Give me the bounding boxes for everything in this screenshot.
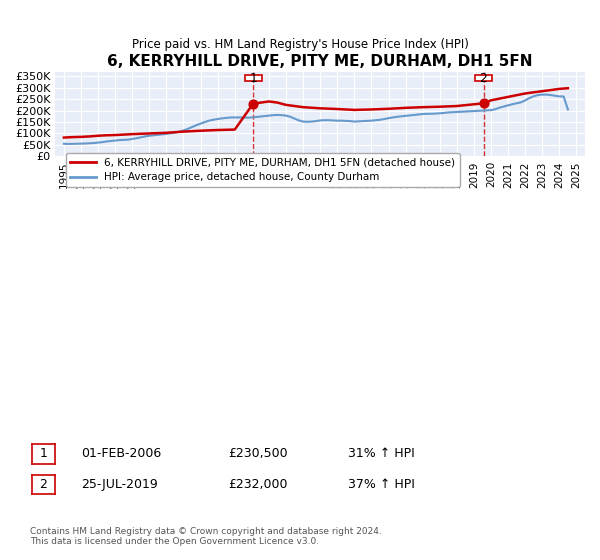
Legend: 6, KERRYHILL DRIVE, PITY ME, DURHAM, DH1 5FN (detached house), HPI: Average pric: 6, KERRYHILL DRIVE, PITY ME, DURHAM, DH1… (66, 153, 460, 186)
Text: Price paid vs. HM Land Registry's House Price Index (HPI): Price paid vs. HM Land Registry's House … (131, 38, 469, 50)
Text: 01-FEB-2006: 01-FEB-2006 (81, 447, 161, 460)
FancyBboxPatch shape (475, 75, 492, 81)
Point (479, 99, 488, 108)
Title: 6, KERRYHILL DRIVE, PITY ME, DURHAM, DH1 5FN: 6, KERRYHILL DRIVE, PITY ME, DURHAM, DH1… (107, 54, 533, 69)
Text: 31% ↑ HPI: 31% ↑ HPI (348, 447, 415, 460)
Text: 2: 2 (39, 478, 47, 491)
FancyBboxPatch shape (245, 75, 262, 81)
Text: £232,000: £232,000 (228, 478, 287, 491)
Text: 1: 1 (249, 72, 257, 85)
Text: £230,500: £230,500 (228, 447, 287, 460)
Text: 25-JUL-2019: 25-JUL-2019 (81, 478, 158, 491)
Text: Contains HM Land Registry data © Crown copyright and database right 2024.
This d: Contains HM Land Registry data © Crown c… (30, 526, 382, 546)
Point (248, 99, 258, 108)
Text: 2: 2 (479, 72, 487, 85)
Text: 1: 1 (39, 447, 47, 460)
Text: 37% ↑ HPI: 37% ↑ HPI (348, 478, 415, 491)
